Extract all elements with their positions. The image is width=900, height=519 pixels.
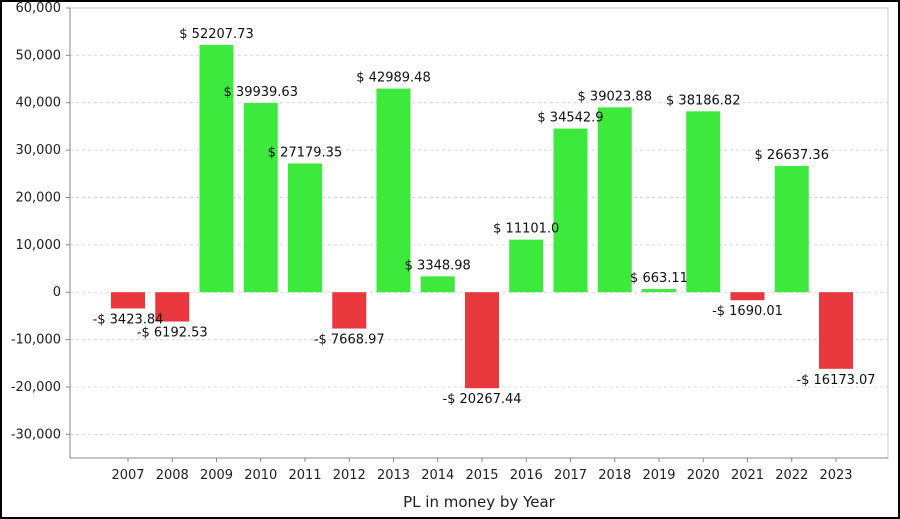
data-label-2009: $ 52207.73 [179, 27, 253, 42]
axes [66, 7, 889, 462]
bar-2018 [597, 107, 632, 293]
y-tick-label: 0 [53, 285, 61, 300]
data-label-2012: -$ 7668.97 [314, 333, 385, 348]
data-label-2017: $ 34542.9 [537, 111, 603, 126]
x-tick-label-2016: 2016 [510, 468, 543, 483]
x-tick-label-2015: 2015 [465, 468, 498, 483]
bar-2010 [243, 103, 278, 293]
x-tick-label-2007: 2007 [111, 468, 144, 483]
x-tick-label-2023: 2023 [819, 468, 852, 483]
bar-2020 [686, 111, 721, 293]
y-tick-label: 50,000 [16, 48, 62, 63]
data-label-2008: -$ 6192.53 [137, 326, 208, 341]
x-tick-label-2022: 2022 [775, 468, 808, 483]
y-tick-label: 20,000 [16, 190, 62, 205]
x-tick-label-2008: 2008 [156, 468, 189, 483]
data-label-2014: $ 3348.98 [405, 258, 471, 273]
x-tick-label-2014: 2014 [421, 468, 454, 483]
data-label-2016: $ 11101.0 [493, 222, 559, 237]
x-tick-label-2020: 2020 [687, 468, 720, 483]
data-label-2020: $ 38186.82 [666, 93, 740, 108]
x-tick-label-2012: 2012 [333, 468, 366, 483]
x-tick-label-2011: 2011 [288, 468, 321, 483]
bar-2008 [155, 292, 190, 322]
x-tick-label-2018: 2018 [598, 468, 631, 483]
data-label-2010: $ 39939.63 [224, 85, 298, 100]
data-label-2023: -$ 16173.07 [796, 373, 875, 388]
y-tick-label: -30,000 [11, 427, 61, 442]
x-axis-title: PL in money by Year [403, 493, 556, 511]
data-label-2022: $ 26637.36 [755, 148, 829, 163]
data-label-2007: -$ 3423.84 [93, 312, 164, 327]
x-tick-label-2009: 2009 [200, 468, 233, 483]
data-label-2019: $ 663.11 [630, 271, 688, 286]
x-tick-label-2013: 2013 [377, 468, 410, 483]
data-label-2015: -$ 20267.44 [442, 392, 521, 407]
bar-2013 [376, 88, 411, 293]
bar-2007 [111, 292, 145, 309]
data-label-2021: -$ 1690.01 [712, 304, 783, 319]
bar-2014 [420, 276, 455, 293]
y-tick-label: 40,000 [16, 96, 62, 111]
y-tick-label: 10,000 [16, 238, 62, 253]
y-tick-label: 30,000 [16, 143, 62, 158]
bar-2011 [288, 163, 322, 293]
tick-labels: 60,000 50,000 40,000 30,000 20,000 10,000 0 -10… [11, 1, 853, 483]
bar-2017 [553, 128, 588, 293]
y-tick-label: 60,000 [16, 1, 62, 16]
bar-2016 [509, 239, 544, 293]
bar-2012 [332, 292, 367, 329]
data-label-2018: $ 39023.88 [578, 89, 652, 104]
x-tick-label-2019: 2019 [642, 468, 675, 483]
bar-2022 [774, 166, 809, 293]
plot-area-border [69, 7, 889, 459]
y-tick-label: -10,000 [11, 333, 61, 348]
y-tick-label: -20,000 [11, 380, 61, 395]
x-tick-label-2010: 2010 [244, 468, 277, 483]
bar-2009 [199, 44, 234, 293]
bar-2015 [465, 292, 499, 389]
data-label-2011: $ 27179.35 [268, 145, 342, 160]
bar-2019 [642, 289, 676, 293]
data-labels: -$ 3423.84-$ 6192.53 $ 52207.73 $ 39939.63… [93, 27, 876, 407]
x-tick-label-2021: 2021 [731, 468, 764, 483]
data-label-2013: $ 42989.48 [356, 71, 430, 86]
bars [111, 44, 853, 389]
bar-2021 [730, 292, 765, 301]
bar-2023 [819, 292, 853, 369]
x-tick-label-2017: 2017 [554, 468, 587, 483]
